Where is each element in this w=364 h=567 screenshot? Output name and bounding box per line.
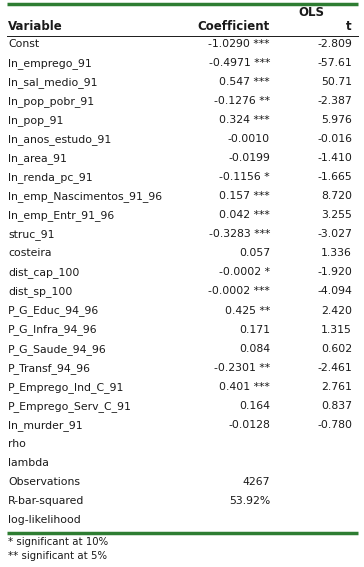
Text: ln_area_91: ln_area_91 [8,153,67,164]
Text: -0.1276 **: -0.1276 ** [214,96,270,106]
Text: 0.084: 0.084 [239,344,270,354]
Text: 0.602: 0.602 [321,344,352,354]
Text: 2.420: 2.420 [321,306,352,316]
Text: -0.780: -0.780 [317,420,352,430]
Text: t: t [347,20,352,33]
Text: 2.761: 2.761 [321,382,352,392]
Text: R-bar-squared: R-bar-squared [8,496,84,506]
Text: -2.809: -2.809 [317,39,352,49]
Text: -57.61: -57.61 [317,58,352,68]
Text: -3.027: -3.027 [317,230,352,239]
Text: dist_cap_100: dist_cap_100 [8,268,79,278]
Text: 0.837: 0.837 [321,401,352,411]
Text: 5.976: 5.976 [321,115,352,125]
Text: -1.0290 ***: -1.0290 *** [209,39,270,49]
Text: -0.0002 ***: -0.0002 *** [208,286,270,297]
Text: P_G_Infra_94_96: P_G_Infra_94_96 [8,324,98,336]
Text: ** significant at 5%: ** significant at 5% [8,551,107,561]
Text: OLS: OLS [298,6,324,19]
Text: 0.171: 0.171 [239,324,270,335]
Text: -0.016: -0.016 [317,134,352,144]
Text: rho: rho [8,439,26,449]
Text: P_Emprego_Ind_C_91: P_Emprego_Ind_C_91 [8,382,124,392]
Text: -0.0002 *: -0.0002 * [219,268,270,277]
Text: -0.1156 *: -0.1156 * [219,172,270,182]
Text: -1.920: -1.920 [317,268,352,277]
Text: * significant at 10%: * significant at 10% [8,537,108,547]
Text: ln_emp_Nascimentos_91_96: ln_emp_Nascimentos_91_96 [8,191,162,202]
Text: -0.0128: -0.0128 [228,420,270,430]
Text: 0.042 ***: 0.042 *** [219,210,270,221]
Text: ln_anos_estudo_91: ln_anos_estudo_91 [8,134,111,145]
Text: Coefficient: Coefficient [198,20,270,33]
Text: 0.401 ***: 0.401 *** [219,382,270,392]
Text: -0.0199: -0.0199 [228,153,270,163]
Text: 0.157 ***: 0.157 *** [219,191,270,201]
Text: costeira: costeira [8,248,51,259]
Text: -0.3283 ***: -0.3283 *** [209,230,270,239]
Text: -2.461: -2.461 [317,363,352,373]
Text: struc_91: struc_91 [8,230,55,240]
Text: ln_emprego_91: ln_emprego_91 [8,58,92,69]
Text: dist_sp_100: dist_sp_100 [8,286,72,298]
Text: P_Emprego_Serv_C_91: P_Emprego_Serv_C_91 [8,401,132,412]
Text: P_G_Educ_94_96: P_G_Educ_94_96 [8,306,99,316]
Text: 3.255: 3.255 [321,210,352,221]
Text: ln_emp_Entr_91_96: ln_emp_Entr_91_96 [8,210,114,221]
Text: -0.2301 **: -0.2301 ** [214,363,270,373]
Text: 0.164: 0.164 [239,401,270,411]
Text: -1.665: -1.665 [317,172,352,182]
Text: ln_pop_91: ln_pop_91 [8,115,63,126]
Text: 1.315: 1.315 [321,324,352,335]
Text: Observations: Observations [8,477,80,487]
Text: 0.057: 0.057 [239,248,270,259]
Text: -4.094: -4.094 [317,286,352,297]
Text: -2.387: -2.387 [317,96,352,106]
Text: -0.4971 ***: -0.4971 *** [209,58,270,68]
Text: 50.71: 50.71 [321,77,352,87]
Text: lambda: lambda [8,458,49,468]
Text: Const: Const [8,39,39,49]
Text: log-likelihood: log-likelihood [8,515,81,525]
Text: ln_sal_medio_91: ln_sal_medio_91 [8,77,98,88]
Text: 0.425 **: 0.425 ** [225,306,270,316]
Text: 1.336: 1.336 [321,248,352,259]
Text: ln_renda_pc_91: ln_renda_pc_91 [8,172,92,183]
Text: 53.92%: 53.92% [229,496,270,506]
Text: 4267: 4267 [242,477,270,487]
Text: ln_pop_pobr_91: ln_pop_pobr_91 [8,96,94,107]
Text: -0.0010: -0.0010 [228,134,270,144]
Text: ln_murder_91: ln_murder_91 [8,420,83,431]
Text: 8.720: 8.720 [321,191,352,201]
Text: -1.410: -1.410 [317,153,352,163]
Text: 0.324 ***: 0.324 *** [219,115,270,125]
Text: Variable: Variable [8,20,63,33]
Text: P_G_Saude_94_96: P_G_Saude_94_96 [8,344,107,354]
Text: 0.547 ***: 0.547 *** [219,77,270,87]
Text: P_Transf_94_96: P_Transf_94_96 [8,363,91,374]
